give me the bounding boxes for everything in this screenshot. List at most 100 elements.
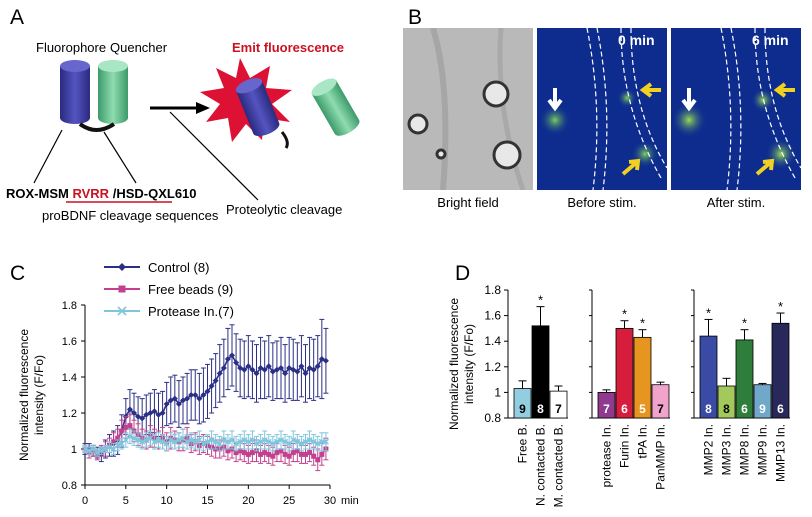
bar-group-2: * 8 MMP2 In. 8 MMP3 In. * 6 MMP8 In. 9 MMP9 In. * 6… — [691, 289, 790, 482]
bar-n-label: 7 — [657, 402, 664, 416]
bar-n-label: 8 — [705, 402, 712, 416]
category-text: MMP13 In. — [774, 424, 788, 482]
data-point — [310, 366, 317, 373]
y-tick-label: 1.8 — [62, 300, 77, 312]
significance-mark: * — [706, 305, 711, 320]
data-point — [258, 451, 264, 457]
data-point — [273, 366, 280, 373]
data-point — [245, 438, 252, 445]
line-chart: 0.8 1 1.2 1.4 1.6 1.8 0 5 10 15 20 25 30 min Normalize… — [17, 260, 359, 507]
data-point — [200, 440, 207, 447]
bar-n-label: 9 — [519, 402, 526, 416]
x-tick-label: 0 — [82, 495, 88, 507]
data-point — [253, 370, 260, 377]
bar-n-label: 8 — [723, 402, 730, 416]
data-point — [126, 406, 133, 413]
panel-label-d: D — [455, 262, 471, 285]
data-point — [171, 395, 178, 402]
y-tick-label: 1.4 — [62, 372, 77, 384]
fluorophore-cylinder — [60, 60, 90, 124]
category-label: protease In. — [600, 424, 614, 487]
y-tick-label: 1.8 — [484, 283, 501, 297]
data-point — [102, 446, 109, 452]
data-point — [119, 428, 125, 434]
data-point — [269, 440, 276, 447]
bar-n-label: 6 — [741, 402, 748, 416]
data-point — [282, 370, 289, 377]
x-tick-label: 20 — [242, 495, 254, 507]
category-text: M. contacted B. — [552, 424, 566, 507]
category-label: M. contacted B. — [552, 424, 566, 507]
data-point — [131, 435, 137, 442]
y-tick-label: 1.4 — [484, 334, 501, 348]
data-point — [208, 383, 215, 389]
legend-label: Free beads (9) — [148, 282, 233, 297]
legend-label: Control (8) — [148, 260, 209, 275]
data-point — [322, 438, 329, 445]
data-point — [265, 363, 272, 370]
data-point — [310, 438, 317, 445]
legend-marker — [117, 306, 127, 316]
data-point — [245, 451, 251, 457]
data-point — [155, 437, 162, 443]
y-tick-label: 1.2 — [484, 360, 501, 374]
category-text: Free B. — [516, 424, 530, 463]
data-point — [265, 438, 272, 445]
data-point — [237, 438, 244, 445]
data-point — [262, 450, 268, 456]
data-point — [278, 448, 284, 454]
data-point — [163, 401, 170, 407]
y-tick-label: 1 — [494, 385, 501, 399]
y-tick-label: 1 — [71, 444, 77, 456]
significance-mark: * — [622, 307, 627, 322]
data-point — [249, 366, 256, 373]
y-axis-label-line2: intensity (F/Fo) — [462, 324, 476, 404]
x-tick-label: 10 — [161, 495, 173, 507]
data-point — [139, 438, 146, 445]
data-point — [212, 438, 219, 445]
seq-left: ROX-MSM — [6, 186, 69, 201]
data-point — [322, 357, 329, 364]
data-point — [273, 438, 280, 445]
y-tick-label: 1.2 — [62, 408, 77, 420]
data-point — [314, 440, 321, 447]
series-2 — [82, 428, 329, 457]
data-point — [184, 438, 191, 445]
data-point — [302, 438, 309, 445]
category-label: MMP3 In. — [720, 424, 734, 475]
significance-mark: * — [538, 293, 543, 308]
data-point — [278, 365, 284, 371]
bright-field-image — [403, 28, 533, 190]
data-point — [135, 437, 142, 443]
time-after-label: 6 min — [752, 32, 789, 48]
bar-n-label: 9 — [759, 402, 766, 416]
y-tick-label: 0.8 — [62, 480, 77, 492]
bar-n-label: 6 — [621, 402, 628, 416]
data-point — [225, 448, 231, 454]
legend-marker — [118, 263, 126, 271]
data-point — [127, 423, 133, 429]
data-point — [290, 450, 296, 456]
data-point — [266, 451, 272, 457]
bar-group-1: 7 protease In. * 6 Furin In. * 5 tPA In. 7 PanMMP… — [589, 289, 670, 490]
category-text: Furin In. — [618, 424, 632, 468]
data-point — [282, 451, 288, 457]
data-point — [303, 451, 308, 457]
bar-chart: Normalized fluorescence intensity (F/Fo) 0… — [447, 283, 790, 507]
data-point — [139, 415, 146, 422]
data-point — [126, 433, 133, 440]
data-point — [216, 370, 223, 377]
data-point — [98, 447, 105, 454]
x-tick-label: 5 — [123, 495, 129, 507]
data-point — [188, 392, 195, 398]
significance-mark: * — [742, 316, 747, 331]
caption-before-stim: Before stim. — [567, 195, 637, 210]
data-point — [229, 352, 235, 359]
data-point — [245, 363, 252, 370]
data-point — [220, 437, 227, 443]
data-point — [241, 366, 248, 373]
bar-n-label: 7 — [603, 402, 610, 416]
bar — [699, 335, 718, 419]
proteolytic-cleavage-label: Proteolytic cleavage — [226, 202, 343, 217]
data-point — [298, 440, 305, 447]
